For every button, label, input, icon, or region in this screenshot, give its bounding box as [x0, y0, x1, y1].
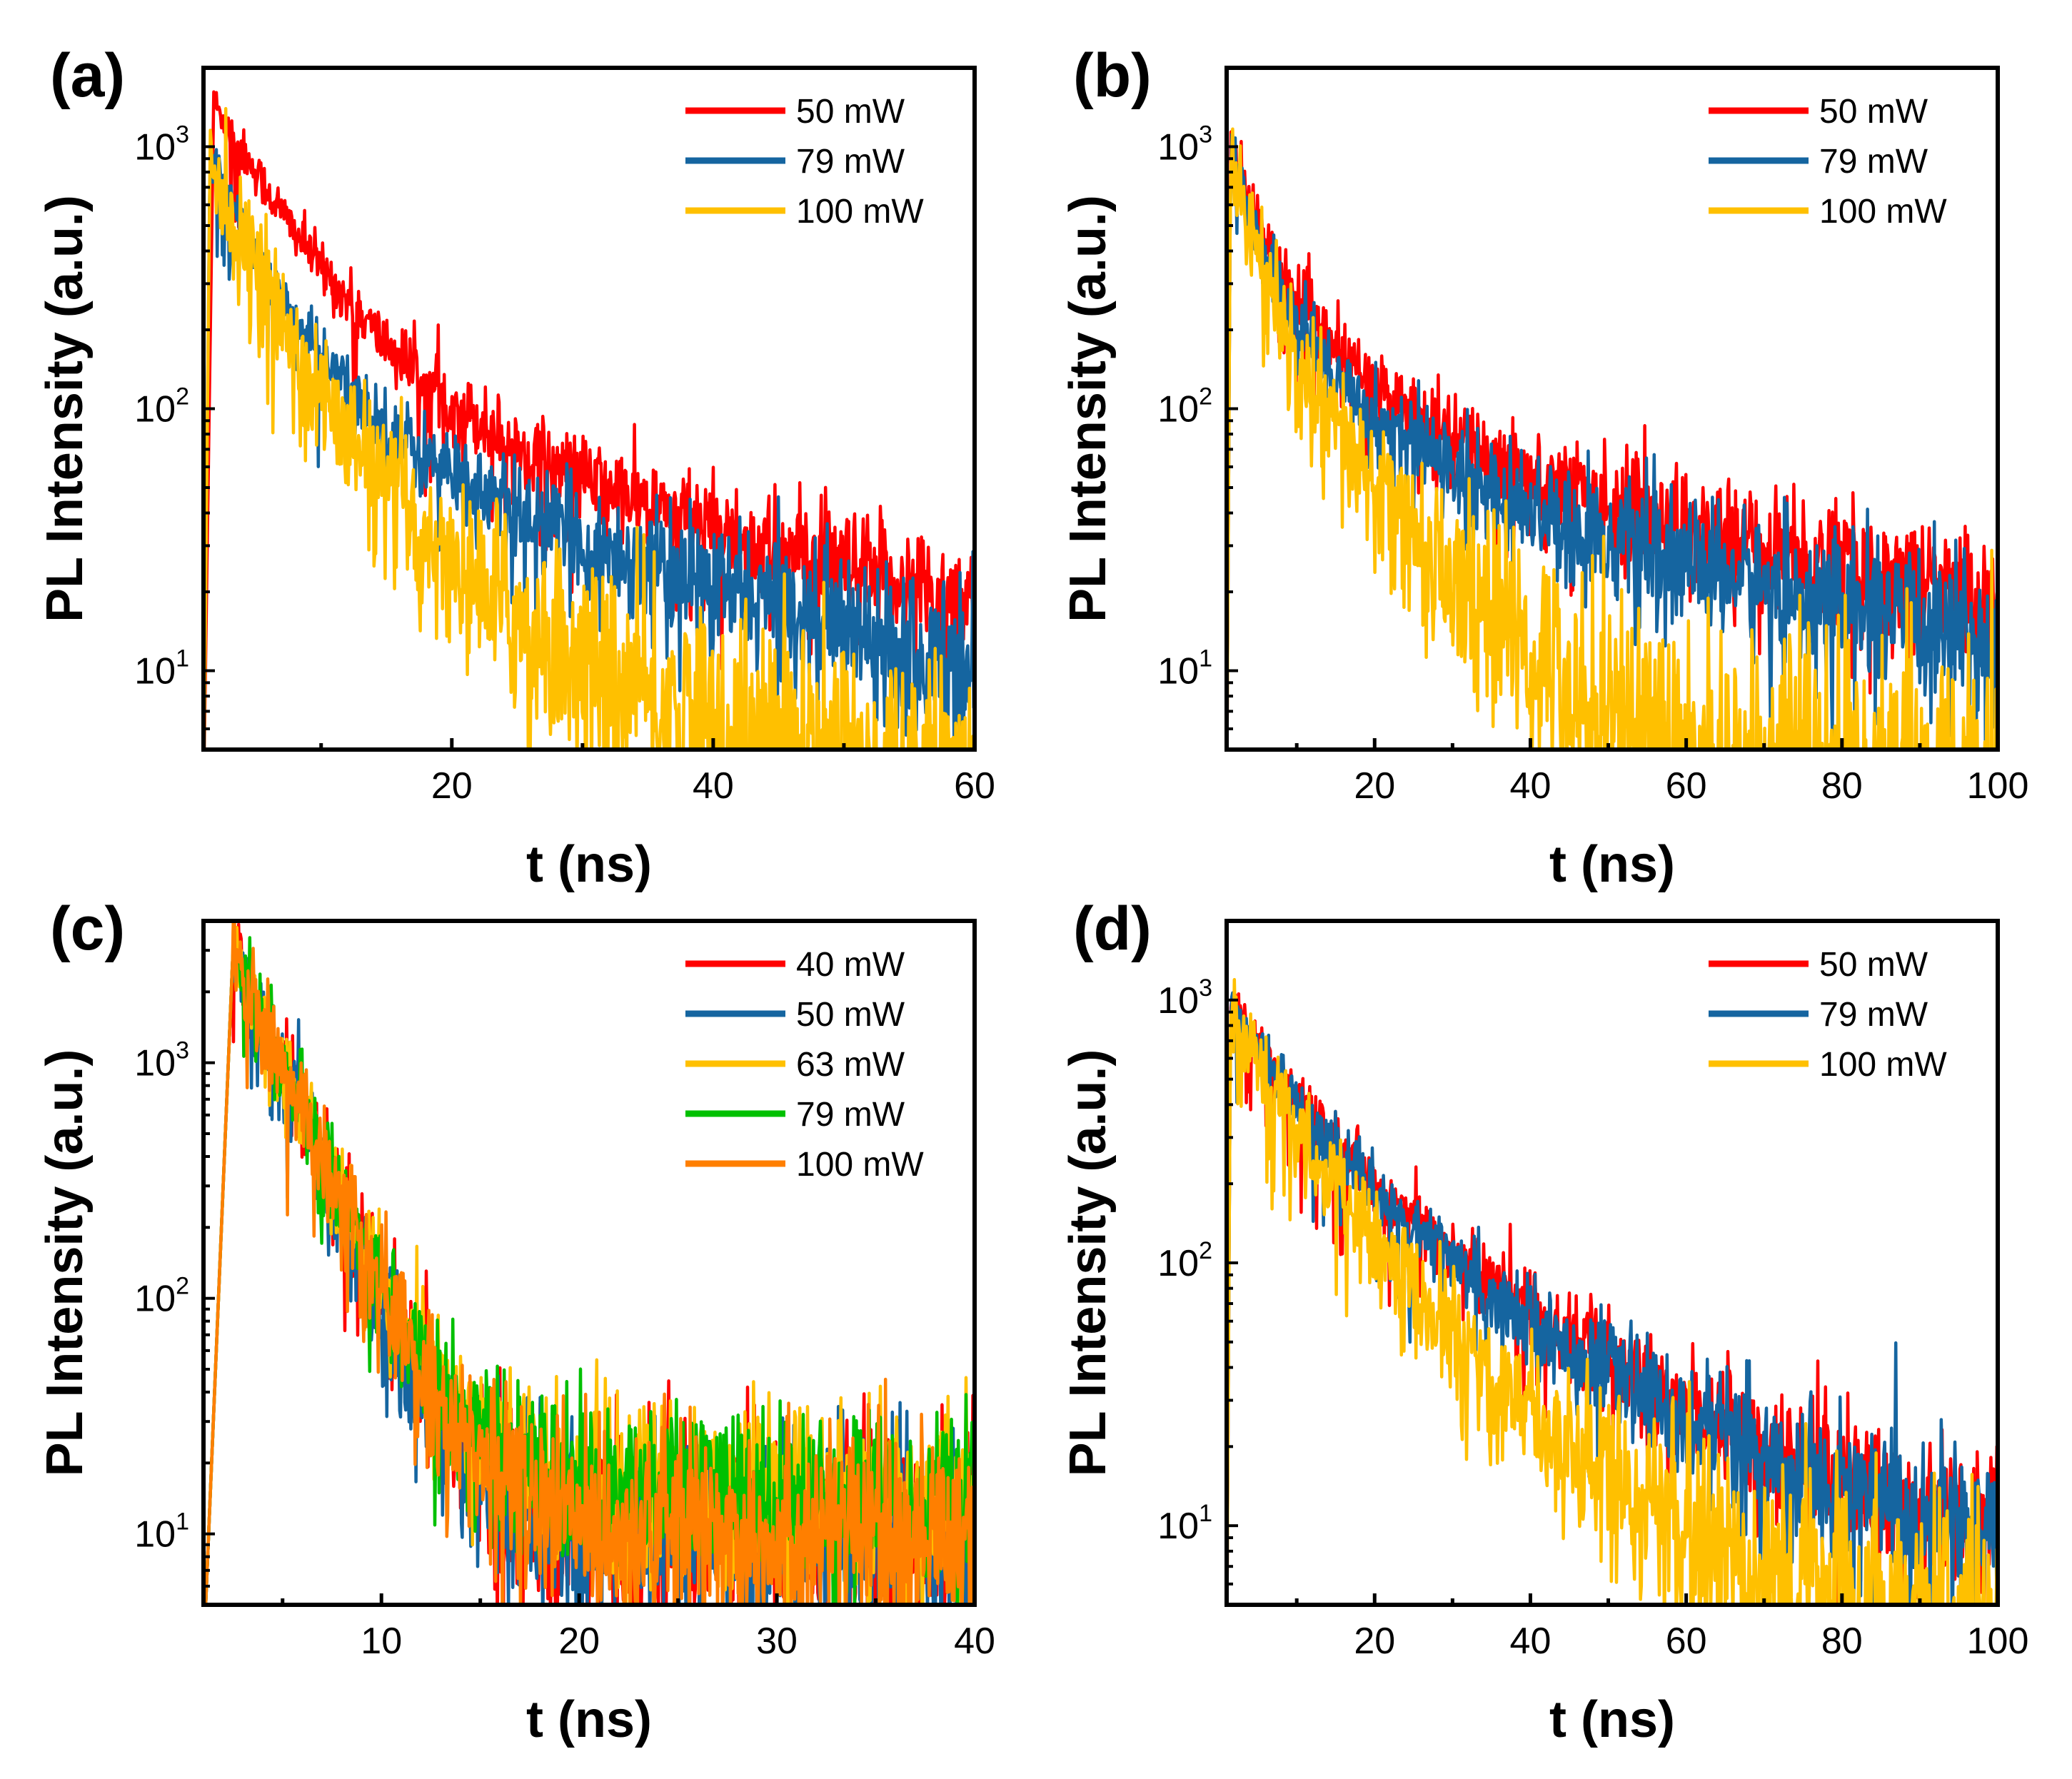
- x-tick-label: 40: [693, 765, 734, 807]
- x-tick-label: 80: [1821, 1621, 1863, 1662]
- x-tick-label: 20: [558, 1621, 600, 1662]
- y-tick-label: 103: [1157, 974, 1212, 1022]
- y-tick-label: 103: [134, 1037, 189, 1084]
- legend-label: 100 mW: [796, 1146, 924, 1184]
- plot-area: [1227, 978, 1998, 1605]
- x-tick-label: 20: [431, 765, 473, 807]
- x-tick-label: 40: [1510, 1621, 1552, 1662]
- x-tick-label: 30: [756, 1621, 798, 1662]
- x-tick-label: 60: [1666, 765, 1707, 807]
- legend-label: 79 mW: [796, 143, 905, 181]
- x-tick-label: 80: [1821, 765, 1863, 807]
- panel-a: 20 40 60 101 102 103 t (ns) PL Intensity (a.u.)…: [36, 41, 995, 893]
- series-line-100-mW: [1227, 978, 1998, 1605]
- y-tick-label: 103: [1157, 121, 1212, 168]
- y-tick-label: 102: [1157, 1237, 1212, 1284]
- panel-label: (b): [1073, 41, 1152, 110]
- legend-label: 50 mW: [796, 93, 905, 131]
- legend-label: 40 mW: [796, 946, 905, 984]
- series-line-100-mW: [1227, 127, 1998, 750]
- series-line-79-mW: [203, 148, 975, 750]
- plot-area: [203, 921, 975, 1605]
- legend-label: 50 mW: [796, 996, 905, 1034]
- legend-label: 79 mW: [1819, 996, 1928, 1034]
- series-line-79-mW: [1227, 133, 1998, 750]
- x-axis-title: t (ns): [526, 836, 652, 893]
- plot-area: [1227, 127, 1998, 750]
- x-tick-label: 100: [1967, 765, 2029, 807]
- legend-label: 63 mW: [796, 1046, 905, 1084]
- plot-frame: [201, 919, 977, 1607]
- y-tick-label: 101: [134, 645, 189, 692]
- series-line-100-mW: [203, 106, 975, 750]
- series-line-100-mW: [203, 921, 975, 1605]
- series-line-50-mW: [203, 90, 975, 750]
- panel-label: (a): [50, 41, 125, 110]
- x-axis-title: t (ns): [526, 1691, 652, 1748]
- panel-b: 20 40 60 80 100 101 102 103 t (ns) PL Intensity (…: [1060, 41, 2028, 893]
- x-tick-label: 60: [954, 765, 995, 807]
- panel-d: 20 40 60 80 100 101 102 103 t (ns) PL Intensity (…: [1060, 894, 2028, 1748]
- y-axis-title: PL Intensity (a.u.): [1060, 1049, 1117, 1477]
- y-tick-label: 103: [134, 121, 189, 168]
- y-axis-title: PL Intensity (a.u.): [1060, 195, 1117, 623]
- y-tick-label: 101: [1157, 645, 1212, 692]
- y-tick-label: 101: [1157, 1500, 1212, 1547]
- x-tick-label: 20: [1354, 765, 1395, 807]
- legend-label: 100 mW: [1819, 193, 1947, 231]
- panel-c: 10 20 30 40 101 102 103 t (ns) PL Intensity (a.u…: [36, 894, 995, 1748]
- y-tick-label: 102: [134, 1273, 189, 1320]
- x-axis-title: t (ns): [1549, 836, 1675, 893]
- panel-label: (d): [1073, 894, 1152, 963]
- y-axis-title: PL Intensity (a.u.): [36, 1049, 94, 1477]
- panel-label: (c): [50, 894, 125, 963]
- series-line-79-mW: [1227, 991, 1998, 1605]
- legend-label: 79 mW: [796, 1096, 905, 1134]
- y-axis-title: PL Intensity (a.u.): [36, 195, 94, 623]
- x-tick-label: 10: [361, 1621, 402, 1662]
- x-tick-label: 60: [1666, 1621, 1707, 1662]
- x-tick-label: 40: [954, 1621, 995, 1662]
- x-tick-label: 20: [1354, 1621, 1395, 1662]
- y-tick-label: 102: [1157, 383, 1212, 430]
- legend-label: 79 mW: [1819, 143, 1928, 181]
- legend-label: 50 mW: [1819, 946, 1928, 984]
- x-axis-title: t (ns): [1549, 1691, 1675, 1748]
- legend-label: 100 mW: [1819, 1046, 1947, 1084]
- x-tick-label: 40: [1510, 765, 1552, 807]
- legend-label: 50 mW: [1819, 93, 1928, 131]
- legend-label: 100 mW: [796, 193, 924, 231]
- plot-area: [203, 90, 975, 750]
- y-tick-label: 102: [134, 383, 189, 430]
- x-tick-label: 100: [1967, 1621, 2029, 1662]
- y-tick-label: 101: [134, 1508, 189, 1556]
